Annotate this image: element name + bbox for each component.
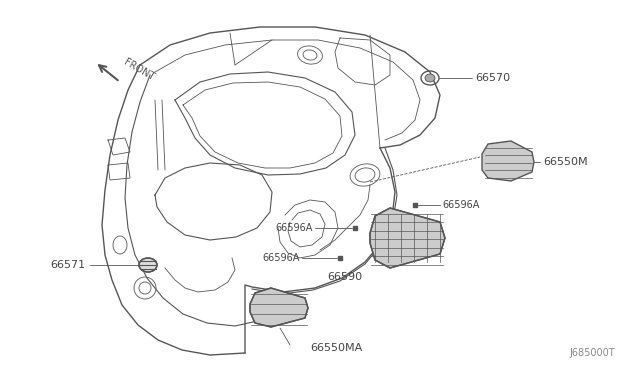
Polygon shape — [482, 141, 534, 181]
Polygon shape — [370, 208, 445, 268]
Text: 66571: 66571 — [50, 260, 85, 270]
Text: 66596A: 66596A — [262, 253, 300, 263]
Polygon shape — [250, 288, 308, 327]
Text: 66550M: 66550M — [543, 157, 588, 167]
Text: 66570: 66570 — [475, 73, 510, 83]
Text: 66550MA: 66550MA — [310, 343, 362, 353]
Ellipse shape — [425, 74, 435, 82]
Text: J685000T: J685000T — [570, 348, 615, 358]
Text: 66596A: 66596A — [276, 223, 313, 233]
Text: FRONT: FRONT — [122, 57, 156, 82]
Text: 66596A: 66596A — [442, 200, 479, 210]
Text: 66590: 66590 — [328, 272, 363, 282]
Ellipse shape — [139, 258, 157, 272]
